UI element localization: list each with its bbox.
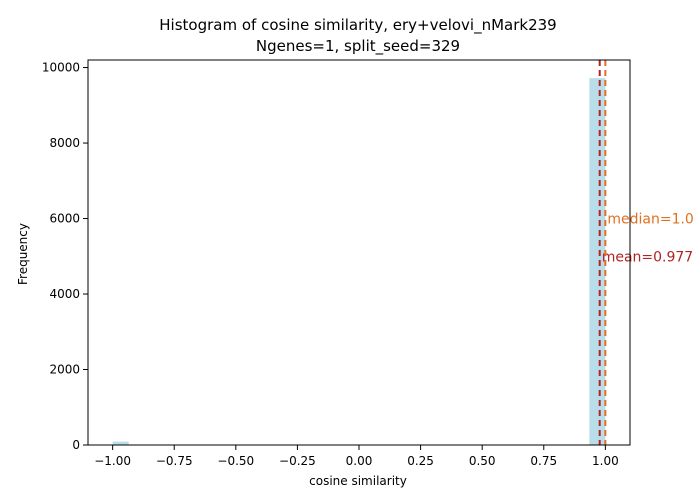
chart-title-line1: Histogram of cosine similarity, ery+velo… [159,16,556,35]
y-axis-label: Frequency [16,223,30,285]
x-tick-label: 0.50 [469,454,496,468]
reference-line-label: median=1.0 [607,212,693,228]
axes: −1.00 −0.75 −0.50 −0.25 0.00 0.25 0.50 0.75 1.00… [42,59,631,468]
x-tick-label: −0.25 [279,454,316,468]
reference-line-label: mean=0.977 [602,249,694,265]
plot-area: mean=0.977 median=1.0 [112,60,694,445]
x-axis-label: cosine similarity [309,474,407,488]
y-tick-label: 0 [72,438,80,452]
x-tick-label: 0.25 [407,454,434,468]
y-tick-label: 8000 [49,136,80,150]
x-tick-label: −1.00 [94,454,131,468]
histogram-bar [589,78,606,445]
x-tick-label: 1.00 [592,454,619,468]
x-tick-label: −0.75 [156,454,193,468]
plot-frame [87,59,631,446]
y-tick-label: 10000 [42,61,80,75]
histogram-bar [112,441,129,445]
chart-title-line2: Ngenes=1, split_seed=329 [256,37,460,56]
y-tick-label: 4000 [49,287,80,301]
x-tick-label: 0.00 [346,454,373,468]
x-tick-label: 0.75 [530,454,557,468]
x-tick-label: −0.50 [217,454,254,468]
y-tick-label: 6000 [49,212,80,226]
y-tick-label: 2000 [49,363,80,377]
